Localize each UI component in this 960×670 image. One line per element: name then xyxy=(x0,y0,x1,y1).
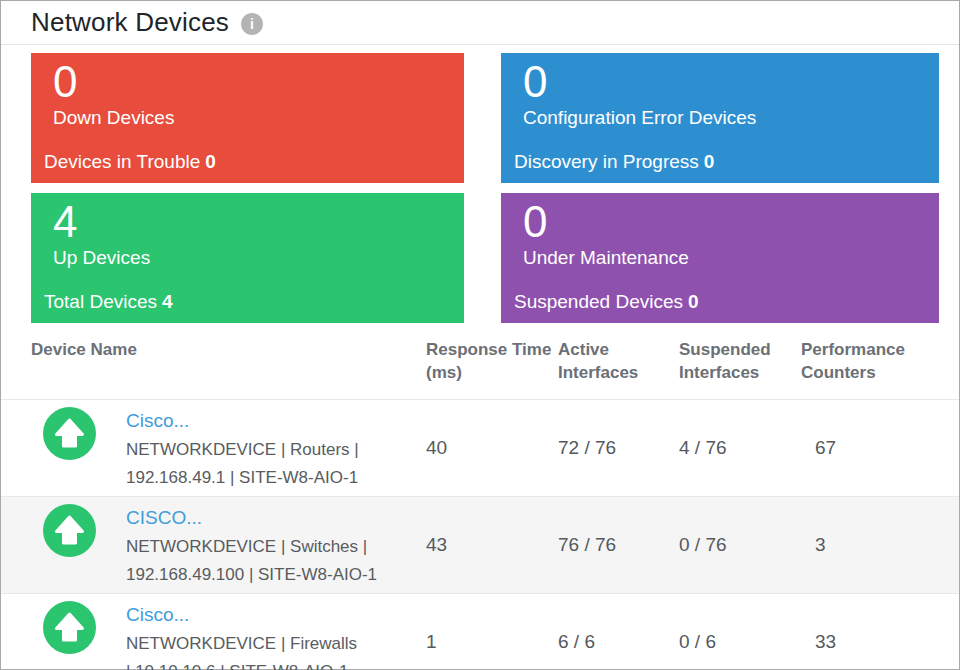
active-interfaces-value: 76 / 76 xyxy=(558,534,679,556)
column-header-performance-counters: Performance Counters xyxy=(801,323,959,399)
suspended-interfaces-value: 0 / 6 xyxy=(679,631,801,653)
device-detail-line2: 192.168.49.100 | SITE-W8-AIO-1 xyxy=(126,561,377,589)
card-label: Configuration Error Devices xyxy=(523,107,939,129)
device-up-icon xyxy=(43,504,96,557)
card-count: 4 xyxy=(53,197,464,246)
column-header-suspended-interfaces: Suspended Interfaces xyxy=(679,323,801,399)
card-up-devices[interactable]: 4 Up Devices Total Devices4 xyxy=(31,193,464,323)
card-sub-stat: Devices in Trouble0 xyxy=(44,151,464,173)
device-text: CISCO... NETWORKDEVICE | Switches | 192.… xyxy=(126,504,377,589)
table-row: CISCO... NETWORKDEVICE | Switches | 192.… xyxy=(1,496,959,593)
card-configuration-error-devices[interactable]: 0 Configuration Error Devices Discovery … xyxy=(501,53,939,183)
widget-header: Network Devices i xyxy=(1,1,959,45)
card-label: Down Devices xyxy=(53,107,464,129)
suspended-interfaces-value: 0 / 76 xyxy=(679,534,801,556)
devices-table-header: Device Name Response Time (ms) Active In… xyxy=(1,323,959,399)
device-detail-line2: 192.168.49.1 | SITE-W8-AIO-1 xyxy=(126,464,359,492)
card-down-devices[interactable]: 0 Down Devices Devices in Trouble0 xyxy=(31,53,464,183)
card-count: 0 xyxy=(523,197,939,246)
device-cell: Cisco... NETWORKDEVICE | Routers | 192.1… xyxy=(31,400,426,496)
response-time-value: 40 xyxy=(426,437,558,459)
card-under-maintenance[interactable]: 0 Under Maintenance Suspended Devices0 xyxy=(501,193,939,323)
performance-counters-value: 33 xyxy=(801,631,959,653)
card-sub-label: Total Devices xyxy=(44,291,157,312)
device-name-link[interactable]: Cisco... xyxy=(126,601,189,629)
table-row: Cisco... NETWORKDEVICE | Routers | 192.1… xyxy=(1,399,959,496)
table-row: Cisco... NETWORKDEVICE | Firewalls | 10.… xyxy=(1,593,959,670)
card-sub-stat: Total Devices4 xyxy=(44,291,464,313)
device-detail-line2: | 10.10.10.6 | SITE-W8-AIO-1 xyxy=(126,658,357,670)
page-title: Network Devices xyxy=(31,7,229,38)
device-detail-line1: NETWORKDEVICE | Switches | xyxy=(126,533,377,561)
device-name-link[interactable]: Cisco... xyxy=(126,407,189,435)
card-count: 0 xyxy=(53,57,464,106)
column-header-active-interfaces: Active Interfaces xyxy=(558,323,679,399)
device-text: Cisco... NETWORKDEVICE | Firewalls | 10.… xyxy=(126,601,357,670)
card-sub-stat: Discovery in Progress0 xyxy=(514,151,939,173)
column-header-response-time: Response Time (ms) xyxy=(426,323,558,399)
device-up-icon xyxy=(43,601,96,654)
card-label: Under Maintenance xyxy=(523,247,939,269)
card-sub-label: Suspended Devices xyxy=(514,291,683,312)
device-name-link[interactable]: CISCO... xyxy=(126,504,202,532)
card-count: 0 xyxy=(523,57,939,106)
card-label: Up Devices xyxy=(53,247,464,269)
card-sub-value: 0 xyxy=(704,151,715,172)
card-sub-value: 0 xyxy=(205,151,216,172)
network-devices-widget: Network Devices i 0 Down Devices Devices… xyxy=(0,0,960,670)
device-detail-line1: NETWORKDEVICE | Routers | xyxy=(126,436,359,464)
card-sub-stat: Suspended Devices0 xyxy=(514,291,939,313)
device-detail-line1: NETWORKDEVICE | Firewalls xyxy=(126,630,357,658)
card-sub-value: 4 xyxy=(162,291,173,312)
card-sub-label: Discovery in Progress xyxy=(514,151,699,172)
card-sub-value: 0 xyxy=(688,291,699,312)
active-interfaces-value: 72 / 76 xyxy=(558,437,679,459)
response-time-value: 43 xyxy=(426,534,558,556)
summary-cards: 0 Down Devices Devices in Trouble0 0 Con… xyxy=(1,45,959,323)
performance-counters-value: 3 xyxy=(801,534,959,556)
device-text: Cisco... NETWORKDEVICE | Routers | 192.1… xyxy=(126,407,359,492)
device-cell: Cisco... NETWORKDEVICE | Firewalls | 10.… xyxy=(31,594,426,670)
suspended-interfaces-value: 4 / 76 xyxy=(679,437,801,459)
device-cell: CISCO... NETWORKDEVICE | Switches | 192.… xyxy=(31,497,426,593)
response-time-value: 1 xyxy=(426,631,558,653)
column-header-device-name: Device Name xyxy=(31,323,426,399)
card-sub-label: Devices in Trouble xyxy=(44,151,200,172)
devices-table: Device Name Response Time (ms) Active In… xyxy=(1,323,959,670)
performance-counters-value: 67 xyxy=(801,437,959,459)
info-icon[interactable]: i xyxy=(241,13,263,35)
active-interfaces-value: 6 / 6 xyxy=(558,631,679,653)
device-up-icon xyxy=(43,407,96,460)
